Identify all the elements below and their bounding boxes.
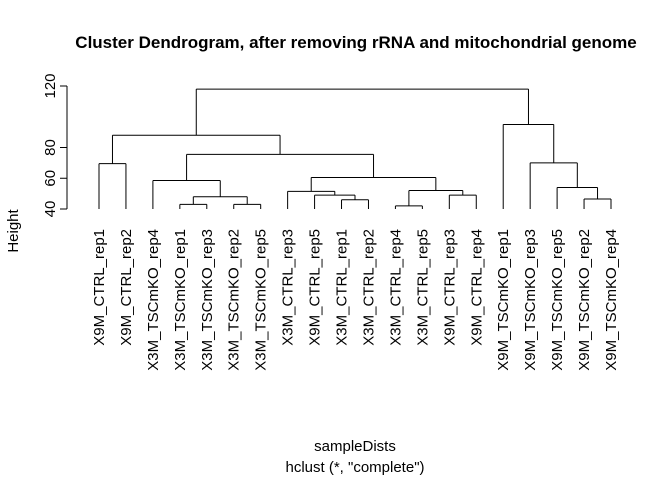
leaf-label: X3M_CTRL_rep3	[280, 229, 297, 346]
leaf-label: X3M_TSCmKO_rep4	[145, 229, 162, 371]
leaf-label: X3M_TSCmKO_rep5	[253, 229, 270, 371]
y-axis: 40 60 80 120	[42, 73, 68, 218]
leaf-label: X9M_CTRL_rep3	[441, 229, 458, 346]
leaf-label: X3M_TSCmKO_rep3	[199, 229, 216, 371]
leaf-label: X3M_CTRL_rep4	[387, 229, 404, 346]
leaf-label: X3M_TSCmKO_rep2	[226, 229, 243, 371]
leaf-label: X3M_CTRL_rep1	[334, 229, 351, 346]
dendrogram-tree	[98, 88, 612, 209]
leaf-label: X9M_TSCmKO_rep1	[495, 229, 512, 371]
x-axis-label: sampleDists	[314, 438, 396, 455]
leaf-label: X9M_CTRL_rep2	[118, 229, 135, 346]
leaf-label: X3M_CTRL_rep2	[360, 229, 377, 346]
y-axis-label: Height	[5, 208, 22, 252]
leaf-labels: X9M_CTRL_rep1 X9M_CTRL_rep2 X3M_TSCmKO_rep…	[91, 229, 620, 371]
y-tick-label: 60	[42, 170, 59, 187]
leaf-label: X3M_CTRL_rep5	[414, 229, 431, 346]
leaf-label: X9M_TSCmKO_rep3	[522, 229, 539, 371]
chart-title: Cluster Dendrogram, after removing rRNA …	[75, 33, 636, 52]
leaf-label: X9M_TSCmKO_rep4	[603, 229, 620, 371]
y-tick-label: 120	[42, 73, 59, 98]
hclust-method-label: hclust (*, "complete")	[285, 459, 424, 476]
leaf-label: X9M_CTRL_rep5	[307, 229, 324, 346]
leaf-label: X9M_TSCmKO_rep2	[576, 229, 593, 371]
leaf-label: X9M_CTRL_rep1	[91, 229, 108, 346]
leaf-label: X9M_TSCmKO_rep5	[549, 229, 566, 371]
y-tick-label: 80	[42, 139, 59, 156]
y-tick-label: 40	[42, 201, 59, 218]
leaf-label: X3M_TSCmKO_rep1	[172, 229, 189, 371]
leaf-label: X9M_CTRL_rep4	[468, 229, 485, 346]
